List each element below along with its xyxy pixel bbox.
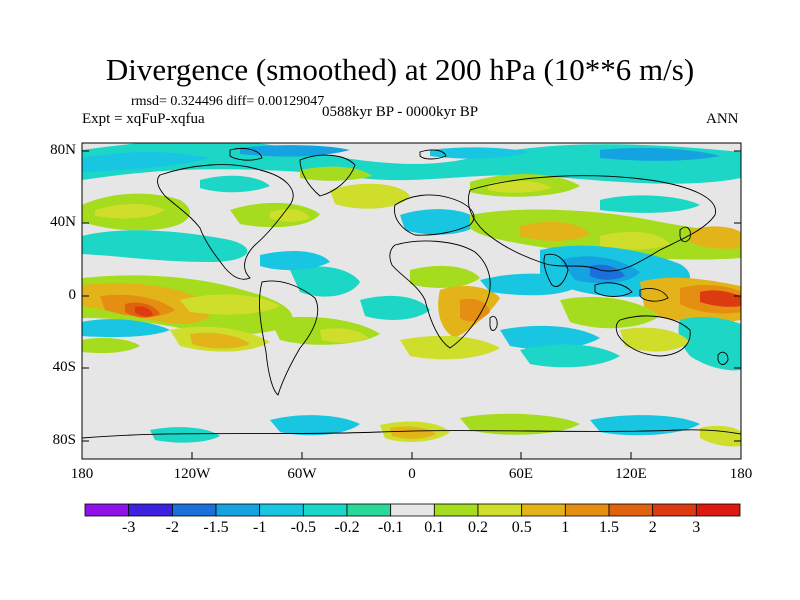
colorbar-label: 1 [561,519,570,536]
lon-label-60w: 60W [287,466,317,482]
contour-tropics [82,245,741,371]
lon-ticks [81,452,742,459]
statistics-text: rmsd= 0.324496 diff= 0.00129047 [131,94,325,109]
experiment-label: Expt = xqFuP-xqfua [82,111,205,127]
colorbar-label: -0.2 [334,519,360,536]
lon-label-60e: 60E [508,466,534,482]
colorbar-label: -2 [165,519,179,536]
colorbar-swatch [215,503,261,517]
colorbar-swatch [521,503,566,517]
colorbar-swatch [433,503,479,517]
colorbar-label: -1.5 [203,519,229,536]
colorbar-swatch [84,503,130,517]
lat-label-40s: 40S [52,359,76,375]
lat-label-80s: 80S [52,432,76,448]
contour-southern-mid [82,316,690,368]
colorbar-swatch [346,503,392,517]
colorbar-swatch [695,503,741,517]
lat-ticks [82,150,741,442]
colorbar-swatch [302,503,348,517]
colorbar-swatch [608,503,654,517]
colorbar-swatch [477,503,523,517]
colorbar-swatch [652,503,697,517]
colorbar [84,503,741,517]
lon-label-120e: 120E [615,466,647,482]
colorbar-swatch [259,503,304,517]
colorbar-label: 3 [692,519,701,536]
lat-label-80n: 80N [50,142,76,158]
colorbar-label: -1 [253,519,267,536]
colorbar-label: 0.1 [424,519,445,536]
lat-label-40n: 40N [50,214,76,230]
lon-label-120w: 120W [173,466,211,482]
colorbar-swatch [390,503,435,517]
lat-label-eq: 0 [68,287,77,303]
colorbar-swatch [171,503,217,517]
period-label: 0588kyr BP - 0000kyr BP [322,104,479,120]
map-field [82,143,741,459]
colorbar-label: -3 [122,519,136,536]
lon-label-0: 0 [408,466,416,482]
contour-antarctic [150,413,741,447]
lon-label-180e: 180 [729,466,753,482]
coastlines [82,147,741,439]
lon-label-180w: 180 [70,466,94,482]
contour-arctic [82,143,741,197]
colorbar-swatch [564,503,610,517]
colorbar-label: -0.1 [378,519,404,536]
season-label: ANN [706,111,739,127]
plot-title: Divergence (smoothed) at 200 hPa (10**6 … [105,52,695,87]
colorbar-label: -0.5 [290,519,316,536]
colorbar-swatch [128,503,173,517]
colorbar-label: 1.5 [599,519,619,536]
contour-northern-mid [82,175,741,262]
colorbar-label: 2 [648,519,657,536]
colorbar-label: 0.5 [511,519,532,536]
colorbar-label: 0.2 [468,519,488,536]
